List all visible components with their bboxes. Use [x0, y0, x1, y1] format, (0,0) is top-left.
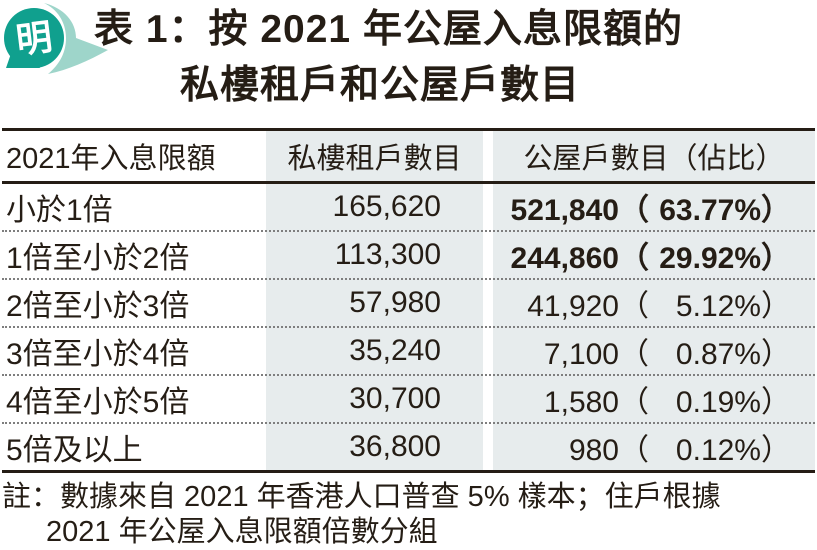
close-paren: ）	[761, 194, 791, 227]
table-row: 4倍至小於5倍 30,700 1,580 （ 0.19% ）	[2, 374, 815, 422]
logo-character: 明	[14, 16, 55, 61]
row-label: 1倍至小於2倍	[6, 242, 190, 275]
close-paren: ）	[761, 434, 791, 467]
private-count: 30,700	[349, 382, 441, 415]
public-count-cell: 521,840 （ 63.77% ）	[493, 185, 815, 229]
table-header-row: 2021年入息限額 私樓租戶數目 公屋戶數目（佔比）	[2, 131, 815, 184]
public-count-cell: 7,100 （ 0.87% ）	[493, 329, 815, 373]
public-count: 244,860	[510, 242, 619, 275]
logo-swoosh-icon	[44, 3, 108, 74]
header-private-tenants: 私樓租戶數目	[287, 143, 462, 175]
title-line1: 表 1：按 2021 年公屋入息限額的	[94, 8, 683, 51]
table-row: 5倍及以上 36,800 980 （ 0.12% ）	[2, 422, 815, 470]
open-paren: （	[619, 290, 649, 323]
public-count-cell: 244,860 （ 29.92% ）	[493, 233, 815, 277]
table-row: 1倍至小於2倍 113,300 244,860 （ 29.92% ）	[2, 230, 815, 278]
public-count-cell: 980 （ 0.12% ）	[493, 425, 815, 469]
public-count: 41,920	[527, 290, 619, 323]
footnote-line1: 註：數據來自 2021 年香港人口普查 5% 樣本；住戶根據	[2, 481, 721, 513]
close-paren: ）	[761, 338, 791, 371]
close-paren: ）	[761, 242, 791, 275]
footnote: 註：數據來自 2021 年香港人口普查 5% 樣本；住戶根據 2021 年公屋入…	[2, 480, 721, 550]
public-count: 1,580	[543, 386, 619, 419]
table-row: 2倍至小於3倍 57,980 41,920 （ 5.12% ）	[2, 278, 815, 326]
public-count-cell: 41,920 （ 5.12% ）	[493, 281, 815, 325]
logo-bubble-tail-icon	[6, 42, 40, 68]
header-public-households: 公屋戶數目（佔比）	[523, 143, 785, 175]
mingpao-logo-icon: 明	[4, 3, 108, 74]
private-count: 57,980	[349, 286, 441, 319]
public-share: 5.12%	[675, 290, 761, 323]
open-paren: （	[619, 386, 649, 419]
table-row: 3倍至小於4倍 35,240 7,100 （ 0.87% ）	[2, 326, 815, 374]
title-line2: 私樓租戶和公屋戶數目	[180, 64, 581, 107]
page-title: 表 1：按 2021 年公屋入息限額的 私樓租戶和公屋戶數目	[94, 2, 683, 114]
public-share: 0.19%	[675, 386, 761, 419]
public-count: 7,100	[543, 338, 619, 371]
row-label: 4倍至小於5倍	[6, 386, 190, 419]
public-share: 0.87%	[675, 338, 761, 371]
public-share: 0.12%	[675, 434, 761, 467]
footnote-line2: 2021 年公屋入息限額倍數分組	[46, 516, 438, 548]
private-count: 165,620	[332, 190, 441, 223]
close-paren: ）	[761, 290, 791, 323]
row-label: 小於1倍	[6, 194, 113, 227]
row-label: 3倍至小於4倍	[6, 338, 190, 371]
private-count: 36,800	[349, 430, 441, 463]
open-paren: （	[619, 194, 649, 227]
public-count: 521,840	[510, 194, 619, 227]
public-count: 980	[568, 434, 619, 467]
row-label: 2倍至小於3倍	[6, 290, 190, 323]
public-count-cell: 1,580 （ 0.19% ）	[493, 377, 815, 421]
header-income-limit: 2021年入息限額	[6, 143, 216, 175]
column-shading-private	[266, 131, 483, 470]
private-count: 35,240	[349, 334, 441, 367]
public-share: 29.92%	[659, 242, 761, 275]
open-paren: （	[619, 338, 649, 371]
private-count: 113,300	[334, 238, 441, 271]
open-paren: （	[619, 242, 649, 275]
open-paren: （	[619, 434, 649, 467]
column-shading-public	[493, 131, 815, 470]
row-label: 5倍及以上	[6, 434, 143, 467]
close-paren: ）	[761, 386, 791, 419]
income-table: 2021年入息限額 私樓租戶數目 公屋戶數目（佔比） 小於1倍 165,620 …	[2, 128, 815, 473]
public-share: 63.77%	[659, 194, 761, 227]
table-row: 小於1倍 165,620 521,840 （ 63.77% ）	[2, 184, 815, 230]
